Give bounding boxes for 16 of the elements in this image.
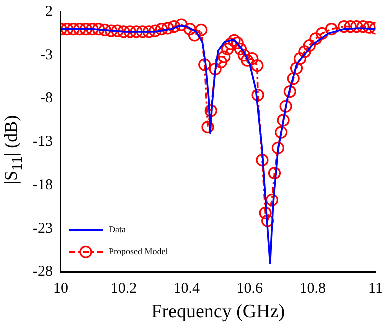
- legend-label: Data: [108, 224, 126, 235]
- y-tick-label: -8: [40, 90, 53, 107]
- y-tick-label: 2: [45, 4, 53, 20]
- y-tick-label: -28: [32, 264, 53, 280]
- y-tick-label: -3: [40, 47, 53, 64]
- x-tick-label: 10: [53, 281, 68, 298]
- x-tick-label: 10.8: [300, 281, 326, 298]
- x-tick-label: 10.4: [174, 281, 201, 298]
- y-tick-label: -13: [32, 134, 53, 150]
- x-tick-label: 11: [368, 281, 384, 298]
- x-tick-label: 10.2: [110, 281, 138, 298]
- legend-label: Proposed Model: [108, 246, 169, 257]
- y-tick-label: -18: [32, 177, 53, 194]
- x-axis-title: Frequency (GHz): [152, 302, 286, 323]
- y-tick-label: -23: [32, 220, 53, 237]
- x-tick-label: 10.6: [236, 281, 264, 298]
